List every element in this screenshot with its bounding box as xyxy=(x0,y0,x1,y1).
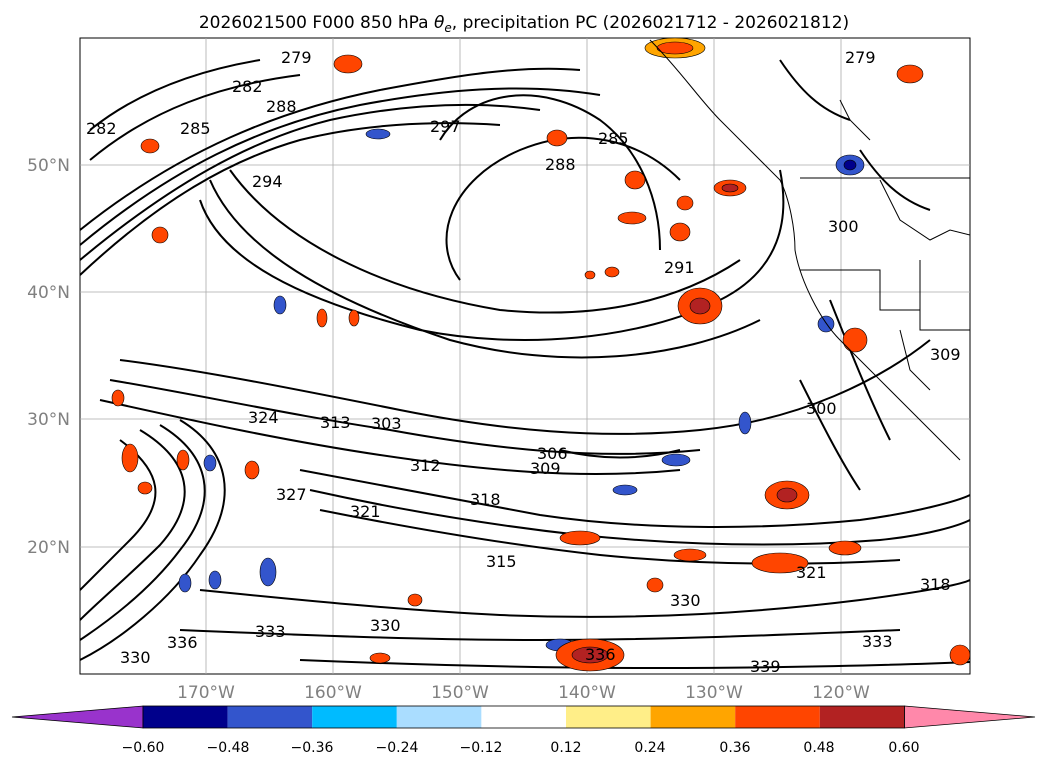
colorbar-extend-high xyxy=(904,705,1036,729)
contour-label: 318 xyxy=(920,575,951,594)
contour-label: 309 xyxy=(530,459,561,478)
colorbar-tick-label: −0.48 xyxy=(207,740,250,756)
contour-label: 285 xyxy=(180,119,211,138)
contour-label: 333 xyxy=(255,622,286,641)
lon-label: 160°W xyxy=(304,683,362,703)
colorbar-tick-label: −0.12 xyxy=(460,740,503,756)
colorbar-tick-label: −0.60 xyxy=(122,740,165,756)
contour-label: 318 xyxy=(470,490,501,509)
colorbar-segment xyxy=(819,706,905,728)
contour-label: 282 xyxy=(86,119,117,138)
contour-label: 321 xyxy=(350,502,381,521)
contour-label: 336 xyxy=(585,645,616,664)
contour-label: 321 xyxy=(796,563,827,582)
contour-label: 324 xyxy=(248,408,279,427)
lat-label: 20°N xyxy=(27,538,70,558)
contour-label: 330 xyxy=(120,648,151,667)
map-title: 2026021500 F000 850 hPa θe, precipitatio… xyxy=(199,13,849,35)
contour-label: 330 xyxy=(370,616,401,635)
colorbar-segment xyxy=(650,706,736,728)
lat-label: 30°N xyxy=(27,410,70,430)
lat-label: 40°N xyxy=(27,283,70,303)
colorbar-segment xyxy=(735,706,820,728)
lon-label: 140°W xyxy=(558,683,616,703)
contour-label: 327 xyxy=(276,485,307,504)
contour-label: 306 xyxy=(537,444,568,463)
colorbar-outline xyxy=(142,705,905,729)
contour-label: 288 xyxy=(545,155,576,174)
contour-label: 285 xyxy=(598,129,629,148)
lon-label: 170°W xyxy=(177,683,235,703)
precip-shading xyxy=(111,38,970,672)
colorbar-tick-label: −0.24 xyxy=(376,740,419,756)
colorbar-segment xyxy=(143,706,228,728)
contour-labels: 279 282 285 288 294 297 291 285 288 282 … xyxy=(86,48,961,676)
contour-label: 312 xyxy=(410,456,441,475)
contour-label: 291 xyxy=(664,258,695,277)
lon-label: 120°W xyxy=(812,683,870,703)
colorbar-segment xyxy=(566,706,651,728)
colorbar-segment xyxy=(396,706,482,728)
colorbar-segment xyxy=(227,706,313,728)
contour-label: 315 xyxy=(486,552,517,571)
coastline xyxy=(649,39,970,461)
colorbar-ticks: −0.60 −0.48 −0.36 −0.24 −0.12 0.12 0.24 … xyxy=(122,740,920,756)
colorbar-tick-label: 0.36 xyxy=(719,740,750,756)
contour-label: 300 xyxy=(828,217,859,236)
colorbar-tick-label: 0.48 xyxy=(803,740,834,756)
colorbar-tick-label: 0.24 xyxy=(634,740,665,756)
colorbar-tick-label: 0.12 xyxy=(550,740,581,756)
contour-label: 282 xyxy=(232,77,263,96)
colorbar-segment xyxy=(481,706,566,728)
contour-label: 339 xyxy=(750,657,781,676)
latitude-labels: 50°N 40°N 30°N 20°N xyxy=(27,156,70,558)
contour-label: 336 xyxy=(167,633,198,652)
contour-label: 303 xyxy=(371,414,402,433)
contour-label: 297 xyxy=(430,117,461,136)
lat-label: 50°N xyxy=(27,156,70,176)
lon-label: 150°W xyxy=(431,683,489,703)
contour-label: 294 xyxy=(252,172,283,191)
colorbar xyxy=(11,705,1036,729)
colorbar-tick-label: 0.60 xyxy=(888,740,919,756)
contour-label: 288 xyxy=(266,97,297,116)
colorbar-tick-label: −0.36 xyxy=(291,740,334,756)
longitude-labels: 170°W 160°W 150°W 140°W 130°W 120°W xyxy=(177,683,870,703)
theta-e-contours xyxy=(80,59,970,670)
contour-label: 333 xyxy=(862,632,893,651)
contour-label: 279 xyxy=(281,48,312,67)
contour-label: 313 xyxy=(320,413,351,432)
lon-label: 130°W xyxy=(685,683,743,703)
contour-label: 300 xyxy=(806,399,837,418)
contour-label: 330 xyxy=(670,591,701,610)
gridlines xyxy=(80,38,970,674)
colorbar-segment xyxy=(312,706,397,728)
contour-label: 309 xyxy=(930,345,961,364)
colorbar-extend-low xyxy=(11,705,144,729)
contour-label: 279 xyxy=(845,48,876,67)
map-panel xyxy=(79,37,971,675)
